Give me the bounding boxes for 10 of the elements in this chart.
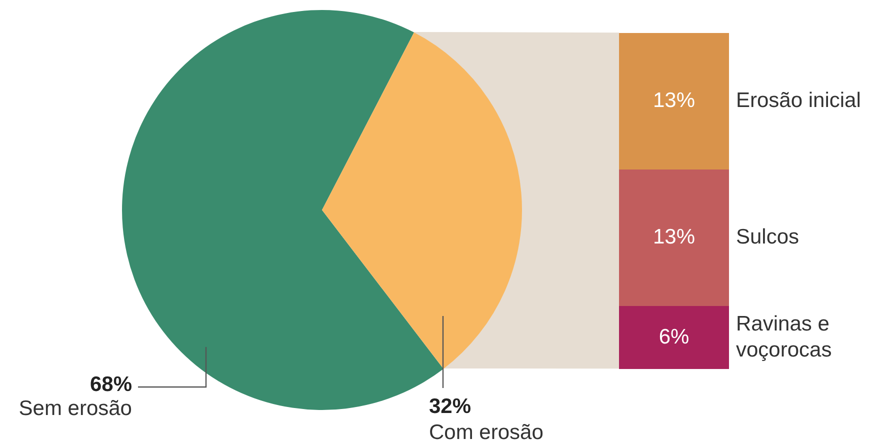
data-label: 13% (652, 89, 696, 112)
data-label: 68% (90, 373, 132, 396)
data-label: 13% (652, 226, 696, 249)
data-label: 6% (658, 325, 690, 348)
slice-label: Com erosão (429, 421, 544, 444)
series-label: Sulcos (736, 226, 800, 249)
slice-label: Sem erosão (18, 397, 132, 420)
series-label: Ravinas e voçorocas (736, 312, 832, 362)
data-label: 32% (429, 395, 472, 418)
series-label: Erosão inicial (736, 89, 861, 112)
